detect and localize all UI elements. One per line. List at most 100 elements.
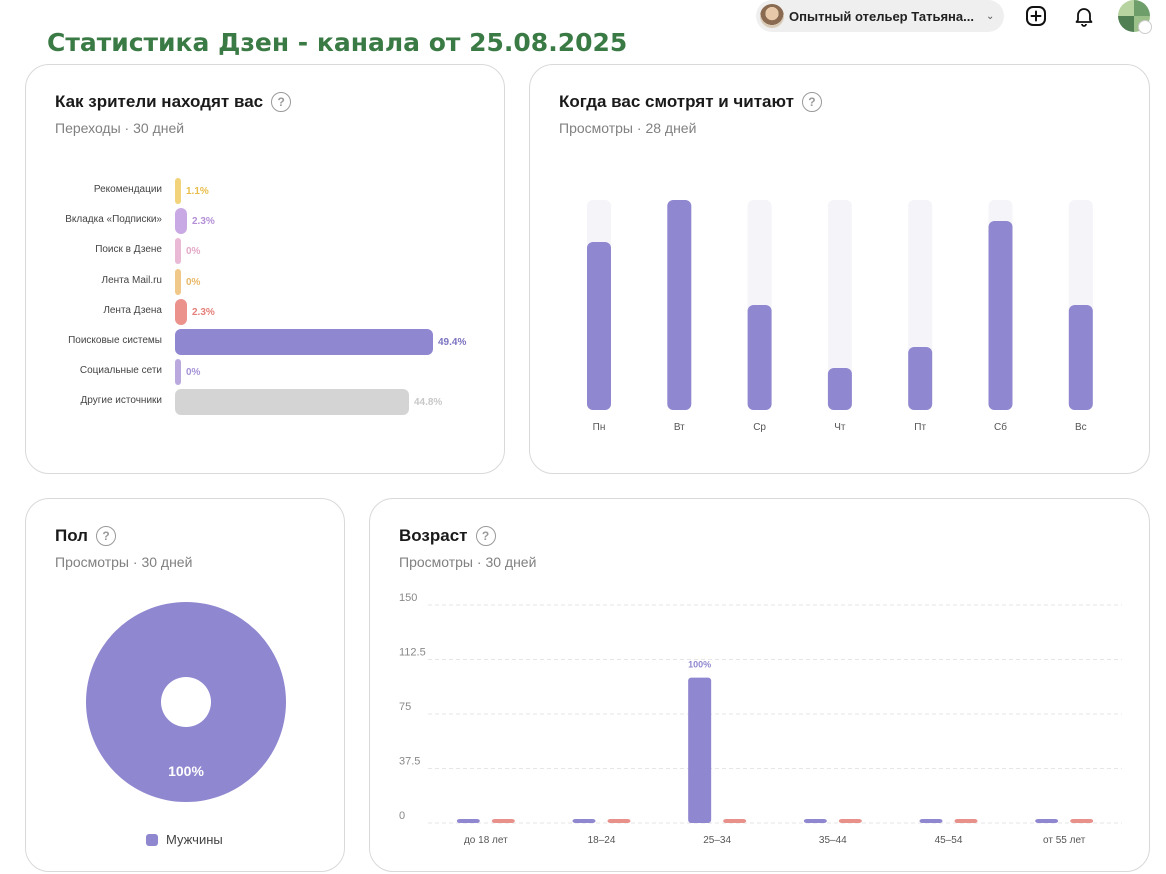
source-label: Поисковые системы: [68, 335, 162, 346]
source-row: Рекомендации 1.1%: [26, 178, 506, 204]
gender-card-subtitle: Просмотры · 30 дней: [55, 554, 193, 570]
gender-legend: Мужчины: [146, 832, 223, 847]
weekday-label: Пт: [914, 422, 926, 433]
source-label: Другие источники: [80, 395, 162, 407]
source-bar: [175, 268, 181, 295]
source-label: Социальные сети: [79, 365, 162, 377]
source-value: 0%: [186, 246, 201, 258]
age-bar: [919, 819, 943, 823]
source-value: 0%: [186, 367, 201, 379]
chevron-down-icon: ⌄: [985, 10, 995, 22]
age-x-label: от 55 лет: [1043, 835, 1086, 846]
help-icon[interactable]: ?: [271, 92, 292, 112]
weekday-label: Ср: [753, 422, 766, 433]
weekday-bar: [988, 221, 1013, 410]
age-x-label: 18–24: [588, 835, 616, 846]
source-value: 1.1%: [186, 186, 209, 197]
age-y-tick: 150: [399, 592, 417, 604]
weekday-bar: [587, 242, 611, 410]
age-bar: [803, 819, 827, 823]
weekday-bar: [747, 305, 772, 410]
gender-value-label: 100%: [168, 763, 204, 779]
weekday-card-title: Когда вас смотрят и читают ?: [559, 92, 822, 112]
source-label: Рекомендации: [93, 184, 162, 195]
source-bar: [175, 359, 181, 386]
help-icon[interactable]: ?: [801, 92, 822, 112]
age-x-label: 35–44: [819, 835, 847, 846]
gender-title-text: Пол: [55, 526, 88, 545]
weekday-label: Сб: [994, 421, 1007, 433]
weekday-bar: [908, 347, 933, 410]
age-chart: 0 37.5 75 112.5 150 до 18 лет 18–24 100% 25–34 35…: [399, 592, 1122, 846]
account-name: Опытный отельер Татьяна...: [789, 8, 974, 24]
source-row: Лента Дзена 2.3%: [26, 298, 506, 325]
plus-icon[interactable]: [1024, 4, 1048, 28]
legend-label: Мужчины: [166, 832, 223, 847]
source-bar: [175, 389, 409, 416]
weekday-card: Когда вас смотрят и читают ? Просмотры ·…: [529, 64, 1150, 474]
weekday-bar: [667, 200, 692, 410]
weekday-label: Пн: [593, 422, 606, 433]
source-value: 49.4%: [438, 337, 467, 348]
source-label: Лента Дзена: [103, 304, 162, 316]
help-icon[interactable]: ?: [95, 526, 116, 546]
source-label: Вкладка «Подписки»: [65, 214, 162, 226]
age-y-tick: 75: [399, 701, 411, 713]
weekday-bar: [827, 368, 852, 410]
weekday-chart: Пн Вт Ср Чт Пт Сб Вс: [587, 200, 1093, 433]
weekday-track: [827, 200, 852, 410]
age-card: Возраст ? Просмотры · 30 дней 0 37.5 75 112…: [369, 498, 1150, 872]
age-bar: [607, 819, 631, 823]
source-value: 2.3%: [192, 216, 215, 228]
age-x-label: до 18 лет: [464, 835, 508, 846]
help-icon[interactable]: ?: [475, 526, 496, 546]
age-bar: [838, 819, 862, 823]
age-bar: [688, 677, 712, 823]
gender-chart: 100%: [86, 602, 286, 802]
page-title: Статистика Дзен - канала от 25.08.2025: [47, 28, 628, 57]
gender-slice: [86, 602, 286, 802]
source-label: Поиск в Дзене: [95, 244, 162, 256]
weekday-label: Вс: [1075, 422, 1087, 433]
age-y-tick: 0: [399, 810, 405, 822]
source-row: Лента Mail.ru 0%: [26, 268, 506, 295]
age-x-label: 25–34: [703, 835, 731, 846]
top-bar: Опытный отельер Татьяна... ⌄: [0, 0, 1166, 34]
source-bar: [175, 178, 181, 204]
channel-avatar[interactable]: [1118, 0, 1152, 34]
source-bar: [175, 329, 433, 355]
legend-swatch: [146, 833, 158, 846]
source-value: 0%: [186, 276, 201, 288]
source-row: Поисковые системы 49.4%: [26, 329, 506, 355]
age-bar: [1035, 819, 1059, 823]
age-bar: [954, 819, 978, 823]
age-bar: [723, 819, 747, 823]
bell-icon[interactable]: [1072, 4, 1096, 28]
weekday-card-subtitle: Просмотры · 28 дней: [559, 120, 697, 136]
weekday-label: Вт: [674, 422, 685, 433]
age-card-title: Возраст ?: [399, 526, 496, 546]
sources-card: Как зрители находят вас ? Переходы · 30 …: [25, 64, 505, 474]
source-bar: [175, 208, 187, 235]
age-bar: [572, 819, 596, 823]
source-row: Вкладка «Подписки» 2.3%: [26, 208, 506, 235]
source-value: 2.3%: [192, 306, 215, 318]
age-bar: [491, 819, 515, 823]
age-value-label: 100%: [688, 660, 711, 670]
sources-card-subtitle: Переходы · 30 дней: [55, 120, 185, 136]
age-card-subtitle: Просмотры · 30 дней: [399, 554, 537, 570]
sources-card-title: Как зрители находят вас ?: [55, 92, 292, 112]
age-y-tick: 112.5: [399, 647, 426, 659]
gender-card-title: Пол ?: [55, 526, 116, 546]
source-value: 44.8%: [413, 397, 443, 409]
account-switcher[interactable]: Опытный отельер Татьяна... ⌄: [756, 0, 1004, 32]
age-y-tick: 37.5: [399, 756, 420, 768]
source-bar: [175, 238, 181, 265]
sources-title-text: Как зрители находят вас: [55, 92, 264, 111]
account-avatar: [760, 4, 784, 28]
weekday-title-text: Когда вас смотрят и читают: [559, 92, 794, 111]
source-label: Лента Mail.ru: [101, 274, 162, 286]
home-badge-icon: [1138, 20, 1152, 34]
source-row: Другие источники 44.8%: [26, 389, 506, 416]
age-bar: [1070, 819, 1094, 823]
